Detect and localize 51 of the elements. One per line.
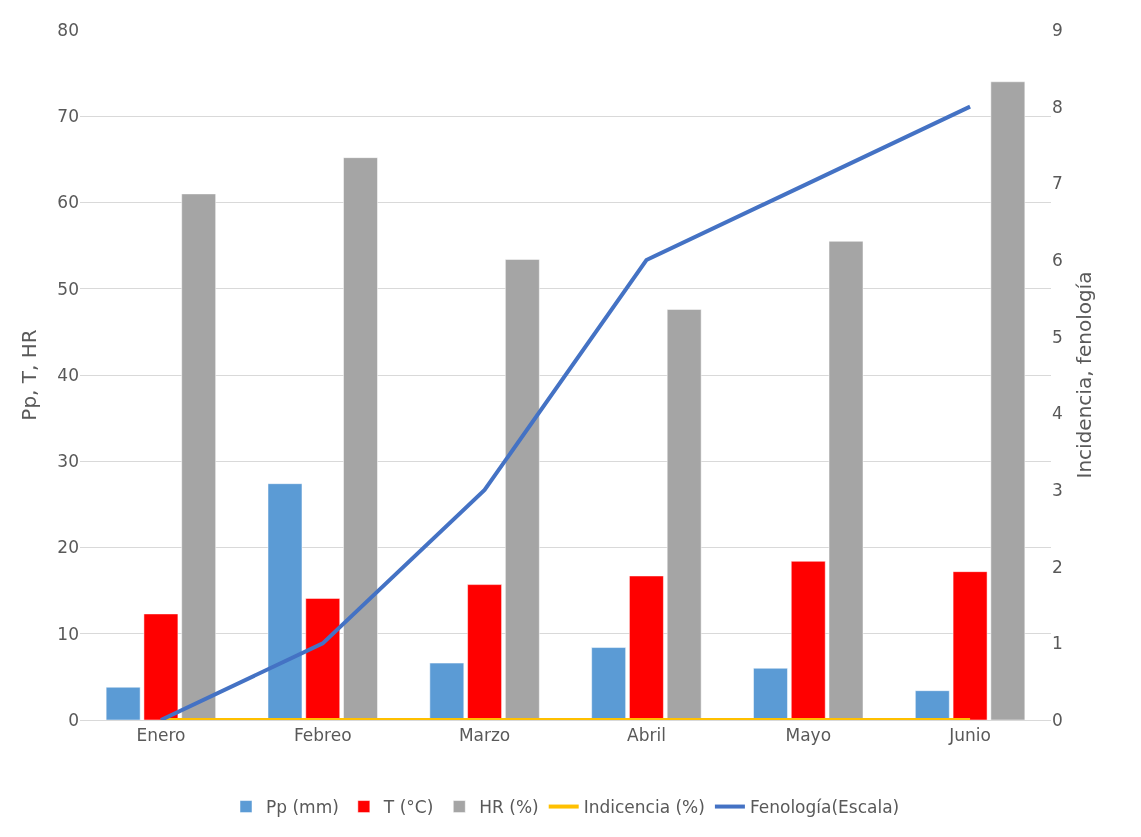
- y2-tick-label: 4: [1052, 403, 1063, 424]
- bar: [629, 575, 664, 720]
- legend-label: T (°C): [382, 797, 434, 818]
- bar: [915, 690, 950, 720]
- y2-tick-label: 6: [1052, 249, 1063, 270]
- y-tick-label: 80: [57, 19, 79, 40]
- legend-label: Fenología(Escala): [749, 797, 900, 818]
- legend-label: HR (%): [479, 797, 539, 818]
- bar: [505, 259, 540, 720]
- bar: [267, 483, 303, 720]
- y2-axis-title: Incidencia, fenología: [1072, 271, 1097, 479]
- y2-tick-label: 5: [1052, 326, 1063, 347]
- y-tick-label: 0: [68, 709, 79, 730]
- bar: [591, 647, 626, 720]
- x-tick-label: Junio: [948, 725, 991, 746]
- y-axis-title: Pp, T, HR: [16, 329, 41, 421]
- bar: [828, 241, 864, 720]
- x-tick-label: Abril: [626, 725, 666, 746]
- bar: [181, 193, 216, 720]
- legend-label: Pp (mm): [266, 797, 339, 818]
- y-tick-label: 10: [57, 623, 79, 644]
- y2-tick-label: 8: [1052, 96, 1063, 117]
- bar: [753, 668, 788, 720]
- x-tick-label: Enero: [136, 725, 186, 746]
- y-tick-label: 70: [57, 106, 79, 127]
- y2-tick-label: 7: [1052, 173, 1063, 194]
- bar: [791, 561, 826, 720]
- y2-tick-label: 2: [1052, 556, 1063, 577]
- x-tick-label: Marzo: [458, 725, 511, 746]
- y-tick-label: 20: [57, 537, 79, 558]
- y2-tick-label: 9: [1052, 19, 1063, 40]
- y2-tick-label: 3: [1052, 479, 1063, 500]
- x-tick-label: Febreo: [293, 725, 352, 746]
- y-tick-label: 50: [57, 278, 79, 299]
- y-tick-label: 30: [57, 451, 79, 472]
- bar: [467, 584, 502, 720]
- bar: [143, 613, 179, 720]
- bar: [990, 81, 1026, 720]
- bar: [305, 598, 340, 720]
- y-tick-label: 60: [57, 192, 79, 213]
- bar: [105, 686, 141, 720]
- x-tick-label: Mayo: [785, 725, 832, 746]
- bar: [952, 571, 988, 720]
- bar: [343, 157, 378, 720]
- y2-tick-label: 1: [1052, 633, 1063, 654]
- y2-tick-label: 0: [1052, 709, 1063, 730]
- legend-label: Indicencia (%): [583, 797, 705, 818]
- bar: [666, 309, 702, 720]
- bar: [429, 662, 465, 720]
- line-series: [158, 104, 973, 720]
- y-tick-label: 40: [57, 364, 79, 385]
